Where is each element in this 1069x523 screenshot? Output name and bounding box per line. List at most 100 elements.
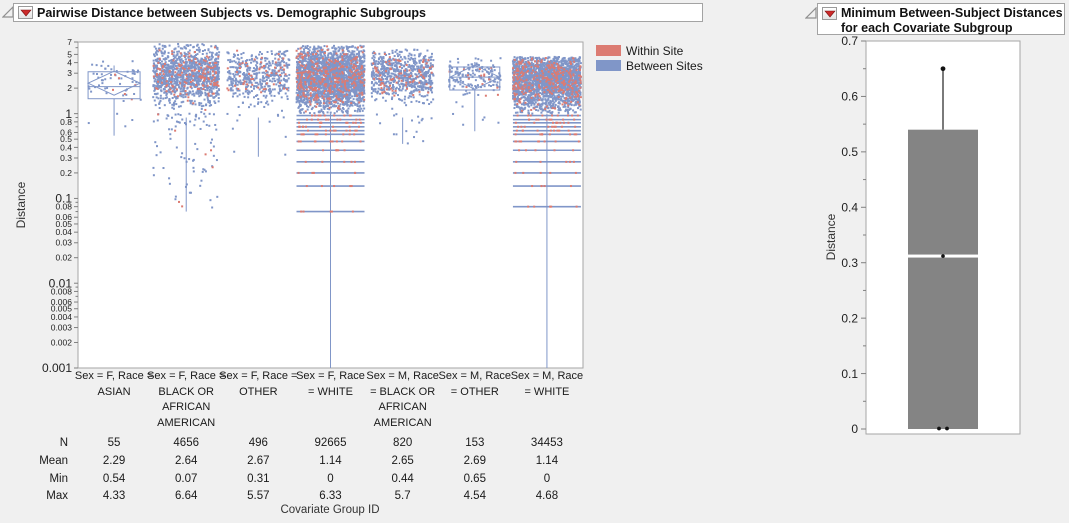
box-plot (86, 65, 142, 136)
left-y-axis-label: Distance (14, 181, 28, 229)
svg-text:3: 3 (67, 68, 72, 78)
stat-cell: 153 (465, 437, 485, 449)
stat-cell: 2.69 (463, 455, 486, 467)
svg-text:0.2: 0.2 (60, 168, 72, 178)
category-label-2: Sex = F, Race = BLACK OR AFRICAN AMERICA… (147, 370, 226, 429)
stat-cell: 6.64 (175, 490, 198, 502)
triangle-shape (2, 6, 14, 18)
disclosure-triangle-right[interactable] (805, 7, 817, 19)
stat-cell: 4656 (173, 437, 199, 449)
svg-text:0.01: 0.01 (49, 276, 73, 290)
discrete-value-stripes (512, 114, 581, 208)
pairwise-distance-plot[interactable]: 7543210.80.60.50.40.30.20.10.080.060.050… (30, 30, 590, 380)
scatter-group-5 (370, 48, 435, 145)
stat-cell: 820 (393, 437, 413, 449)
category-label-5: Sex = M, Race = BLACK OR AFRICAN AMERICA… (366, 370, 439, 429)
legend: Within Site Between Sites (596, 43, 703, 73)
svg-text:7: 7 (67, 37, 72, 47)
box-plot (448, 61, 501, 132)
stat-cell: 4.33 (102, 490, 126, 502)
svg-text:0.05: 0.05 (55, 219, 72, 229)
stat-cell: 5.57 (247, 490, 270, 502)
within-site-points (295, 45, 366, 113)
stat-cell: 2.65 (391, 455, 414, 467)
x-axis-label: Covariate Group ID (280, 504, 380, 516)
right-panel-title: Minimum Between-Subject Distances for ea… (841, 6, 1063, 35)
svg-text:0.02: 0.02 (55, 253, 72, 263)
svg-text:0.4: 0.4 (60, 142, 72, 152)
left-panel-title: Pairwise Distance between Subjects vs. D… (37, 6, 427, 20)
scatter-group-7 (511, 55, 582, 368)
scatter-group-2 (152, 42, 221, 212)
within-site-points (152, 46, 220, 208)
box-body (908, 129, 978, 429)
legend-label: Between Sites (626, 58, 703, 73)
stat-row-label-max: Max (46, 490, 68, 502)
within-site-points (372, 52, 434, 97)
stat-cell: 2.64 (175, 455, 198, 467)
right-y-axis-ticks: 00.10.20.30.40.50.60.7 (841, 34, 866, 436)
stat-cell: 1.14 (319, 455, 342, 467)
svg-text:4: 4 (67, 58, 72, 68)
scatter-group-1 (86, 60, 142, 136)
stat-cell: 55 (107, 437, 121, 449)
svg-text:1: 1 (65, 107, 72, 121)
data-points (937, 66, 949, 431)
svg-text:0.06: 0.06 (55, 212, 72, 222)
stat-row-label-mean: Mean (39, 455, 68, 467)
category-label-6: Sex = M, Race = OTHER (438, 370, 511, 398)
minimum-distance-boxplot[interactable]: 00.10.20.30.40.50.60.7 (820, 30, 1030, 445)
red-triangle-icon (20, 9, 32, 17)
stat-cell: 4.68 (535, 490, 559, 502)
between-sites-swatch (596, 60, 621, 71)
svg-text:0.6: 0.6 (60, 127, 72, 137)
stat-row-label-min: Min (49, 473, 68, 485)
stat-cell: 6.33 (319, 490, 342, 502)
stat-cell: 0 (543, 473, 551, 485)
category-label-1: Sex = F, Race = ASIAN (74, 370, 154, 398)
stat-cell: 0 (327, 473, 334, 485)
stat-cell: 496 (248, 437, 268, 449)
category-label-4: Sex = F, Race = WHITE (296, 370, 365, 398)
svg-text:0.03: 0.03 (55, 238, 72, 248)
svg-text:0.5: 0.5 (60, 134, 72, 144)
stat-cell: 4.54 (463, 490, 486, 502)
svg-text:0.1: 0.1 (55, 192, 72, 206)
scatter-group-3 (226, 49, 291, 157)
within-site-points (226, 49, 289, 94)
svg-text:0.004: 0.004 (51, 312, 73, 322)
red-triangle-icon (824, 10, 836, 18)
between-sites-points (295, 44, 366, 115)
between-sites-points (226, 49, 291, 156)
mean-diamond (448, 64, 501, 90)
svg-text:2: 2 (67, 83, 72, 93)
svg-text:0.002: 0.002 (51, 337, 73, 347)
stat-cell: 0.44 (391, 473, 414, 485)
triangle-shape (805, 7, 817, 19)
svg-text:0.005: 0.005 (51, 304, 73, 314)
scatter-group-4 (295, 44, 366, 368)
legend-label: Within Site (626, 43, 684, 58)
stat-cell: 5.7 (394, 490, 411, 502)
category-label-3: Sex = F, Race = OTHER (219, 370, 298, 398)
stat-cell: 0.31 (247, 473, 270, 485)
legend-item-within-site[interactable]: Within Site (596, 43, 703, 58)
stat-cell: 0.07 (175, 473, 198, 485)
svg-text:0.006: 0.006 (51, 297, 73, 307)
svg-text:0.08: 0.08 (55, 202, 72, 212)
stat-cell: 92665 (314, 437, 347, 449)
stat-cell: 2.67 (247, 455, 270, 467)
red-triangle-menu-button-right[interactable] (822, 7, 837, 20)
stat-row-label-n: N (59, 437, 68, 449)
legend-item-between-sites[interactable]: Between Sites (596, 58, 703, 73)
svg-text:0.3: 0.3 (60, 153, 72, 163)
category-label-7: Sex = M, Race = WHITE (510, 370, 584, 398)
stat-cell: 1.14 (535, 455, 559, 467)
right-panel-title-bar: Minimum Between-Subject Distances for ea… (817, 3, 1065, 35)
stat-cell: 34453 (530, 437, 563, 449)
svg-text:0.003: 0.003 (51, 323, 73, 333)
red-triangle-menu-button-left[interactable] (18, 6, 33, 19)
svg-text:0.8: 0.8 (60, 117, 72, 127)
stat-cell: 2.29 (102, 455, 126, 467)
